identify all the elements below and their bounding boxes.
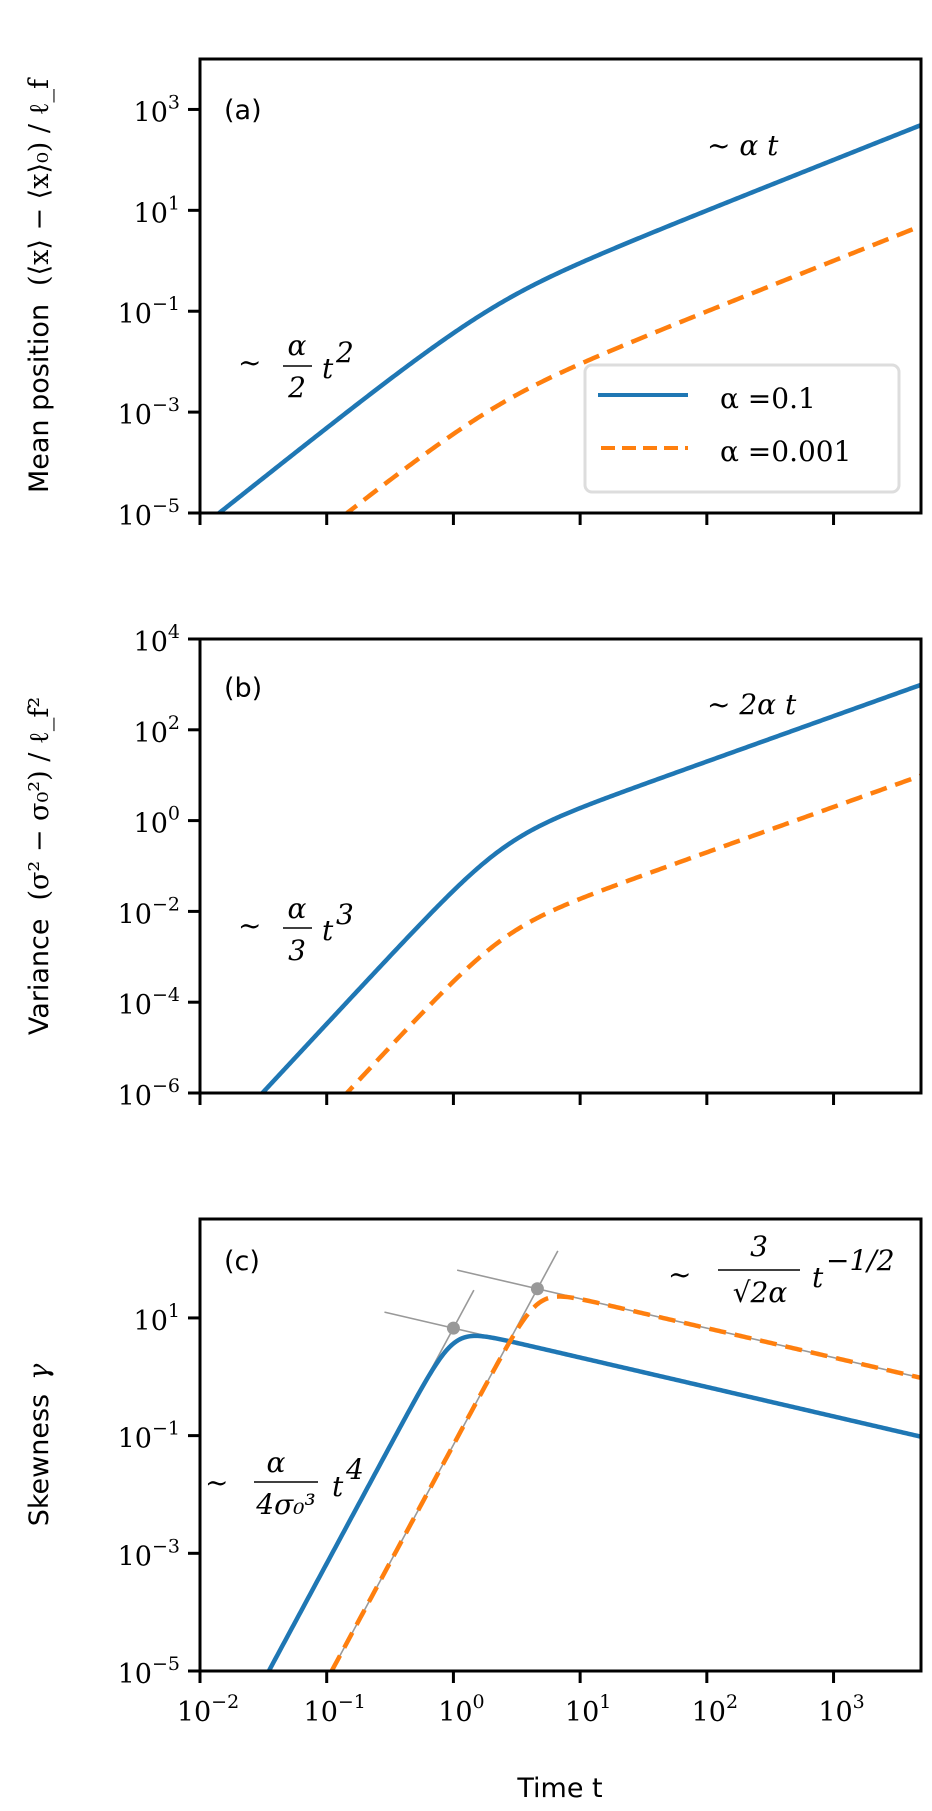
series-line-alpha-0.001 <box>343 773 921 1093</box>
plot-area-c <box>266 1250 921 1671</box>
plot-area-b <box>259 682 921 1093</box>
x-axis-label: Time t <box>516 1773 602 1804</box>
annot-tilde: ~ <box>668 1258 691 1291</box>
panel-tag-a: (a) <box>224 95 262 126</box>
x-tick-label: 101 <box>565 1691 611 1728</box>
series-line-alpha-0.001 <box>343 223 921 513</box>
annot-t: t <box>332 1470 344 1503</box>
annot-exponent: 3 <box>336 898 354 931</box>
annot-denominator: 3 <box>288 934 306 967</box>
ylabel-text-b: Variance <box>24 919 55 1036</box>
y-tick-label: 104 <box>134 621 180 658</box>
annot-tilde: ~ <box>205 1466 228 1499</box>
y-ticks-c: 10−5 10−3 10−1 101 <box>118 1300 200 1690</box>
annot-tilde: ~ <box>238 909 261 942</box>
series-line-alpha-0.1 <box>215 122 921 513</box>
ylabel-math-c: γ <box>24 1363 55 1380</box>
annot-exponent: 4 <box>345 1453 364 1486</box>
panel-tag-c: (c) <box>224 1246 260 1277</box>
y-ticks-b: 10−6 10−4 10−2 100 102 104 <box>118 621 200 1112</box>
annotation-long-time-a: ~ α t <box>707 129 779 162</box>
annotation-short-time-b: ~ α 3 t 3 <box>238 892 354 967</box>
ylabel-math-b: (σ² − σ₀²) / ℓ_f² <box>24 697 55 901</box>
annot-numerator: α <box>288 329 307 362</box>
annot-numerator: α <box>267 1446 286 1479</box>
y-tick-label: 10−3 <box>118 394 180 431</box>
x-tick-label: 102 <box>692 1691 738 1728</box>
y-tick-label: 101 <box>134 1300 180 1337</box>
y-tick-label: 100 <box>134 803 180 840</box>
y-tick-label: 10−1 <box>118 293 180 330</box>
annotation-short-time-c: ~ α 4σ₀³ t 4 <box>205 1446 364 1521</box>
annotation-long-time-b: ~ 2α t <box>707 688 797 721</box>
y-tick-label: 103 <box>134 91 180 128</box>
series-line-alpha-0.001 <box>329 1294 921 1671</box>
ylabel-text-c: Skewness <box>24 1394 55 1526</box>
legend-label-alpha-0.001: α =0.001 <box>720 435 851 468</box>
panel-a: 10−5 10−3 10−1 101 103 (a) ~ α 2 t 2 ~ α t α… <box>24 57 923 532</box>
y-axis-label-a: Mean position (⟨x⟩ − ⟨x⟩₀) / ℓ_f <box>24 77 55 493</box>
y-tick-label: 10−3 <box>118 1535 180 1572</box>
series-line-alpha-0.1 <box>266 1333 921 1671</box>
asymptote-short-time <box>267 1289 475 1671</box>
y-tick-label: 101 <box>134 192 180 229</box>
annot-denominator: 4σ₀³ <box>255 1488 315 1521</box>
y-tick-label: 10−1 <box>118 1418 180 1455</box>
legend-label-alpha-0.1: α =0.1 <box>720 382 816 415</box>
y-tick-label: 102 <box>134 712 180 749</box>
legend: α =0.1 α =0.001 <box>583 363 901 494</box>
axes-frame-c <box>198 1217 923 1673</box>
asymptote-short-time <box>330 1250 559 1671</box>
annotation-long-time-c: ~ 3 √2α t −1/2 <box>668 1230 895 1309</box>
y-tick-label: 10−4 <box>118 984 180 1021</box>
y-tick-label: 10−5 <box>118 495 180 532</box>
y-tick-label: 10−6 <box>118 1075 180 1112</box>
annot-exponent: −1/2 <box>826 1244 895 1277</box>
annot-numerator: α <box>288 892 307 925</box>
x-tick-label: 103 <box>818 1691 864 1728</box>
ylabel-math-a: (⟨x⟩ − ⟨x⟩₀) / ℓ_f <box>24 77 55 286</box>
svg-text:Variance(σ² − σ₀²) / ℓ_f²: Variance (σ² − σ₀²) / ℓ_f² <box>24 697 55 1035</box>
annot-denominator: 2 <box>287 371 306 404</box>
x-ticks-b <box>198 1093 836 1105</box>
panel-c: 10−5 10−3 10−1 101 10−2 10−1 100 101 102 103 (c)… <box>24 1217 923 1728</box>
y-axis-label-b: Variance (σ² − σ₀²) / ℓ_f² <box>24 697 55 1035</box>
y-axis-label-c: Skewness γ <box>24 1363 55 1526</box>
axes-frame-a <box>198 57 923 515</box>
series-line-alpha-0.1 <box>259 682 921 1093</box>
asymptote-intersection-dot <box>530 1282 544 1296</box>
x-tick-label: 10−1 <box>304 1691 366 1728</box>
plot-area-a <box>215 122 921 513</box>
svg-text:Skewnessγ: Skewness γ <box>24 1363 55 1526</box>
svg-text:Mean position(⟨x⟩ − ⟨x⟩₀) / ℓ_: Mean position (⟨x⟩ − ⟨x⟩₀) / ℓ_f <box>24 77 55 493</box>
axes-frame-b <box>198 637 923 1095</box>
x-tick-label: 100 <box>438 1691 484 1728</box>
x-ticks-a <box>198 513 836 525</box>
y-ticks-a: 10−5 10−3 10−1 101 103 <box>118 91 200 532</box>
annot-numerator: 3 <box>750 1230 768 1263</box>
x-tick-label: 10−2 <box>177 1691 239 1728</box>
ylabel-text-a: Mean position <box>24 304 55 493</box>
y-tick-label: 10−2 <box>118 893 180 930</box>
asymptote-intersection-dot <box>446 1321 460 1335</box>
x-ticks-c: 10−2 10−1 100 101 102 103 <box>177 1671 865 1728</box>
panel-b: 10−6 10−4 10−2 100 102 104 (b) ~ α 3 t 3 ~ 2α… <box>24 621 923 1112</box>
annot-t: t <box>322 914 334 947</box>
y-tick-label: 10−5 <box>118 1653 180 1690</box>
annot-denominator: √2α <box>733 1276 788 1309</box>
annotation-short-time-a: ~ α 2 t 2 <box>238 329 354 404</box>
annot-exponent: 2 <box>335 336 354 369</box>
panel-tag-b: (b) <box>224 673 262 704</box>
annot-tilde: ~ <box>238 346 261 379</box>
annot-t: t <box>322 352 334 385</box>
annot-t: t <box>812 1261 824 1294</box>
